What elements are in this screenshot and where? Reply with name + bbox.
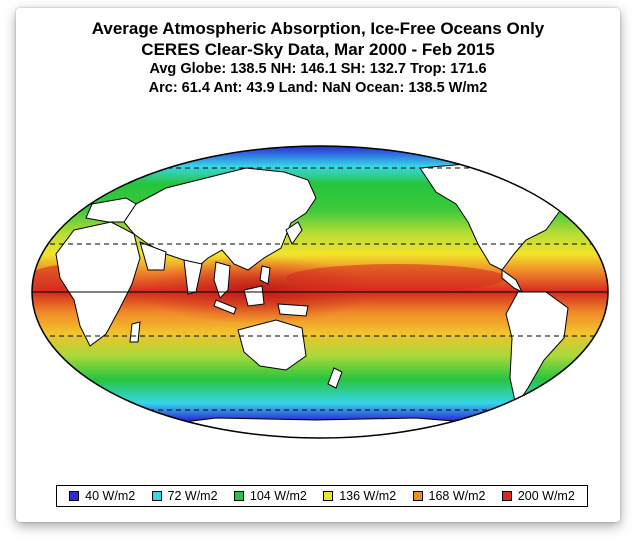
globe-outline — [31, 145, 609, 439]
stats-line-2: Arc: 61.4 Ant: 43.9 Land: NaN Ocean: 138… — [148, 80, 488, 96]
legend-label: 72 W/m2 — [167, 489, 218, 503]
legend-label: 40 W/m2 — [85, 489, 136, 503]
legend-item: 200 W/m2 — [501, 489, 575, 503]
mollweide-map — [31, 145, 609, 439]
legend-item: 104 W/m2 — [233, 489, 307, 503]
japan — [285, 221, 303, 246]
legend-label: 168 W/m2 — [428, 489, 486, 503]
legend-swatch — [501, 491, 512, 501]
ocean-field — [32, 146, 608, 438]
figure-card: Average Atmospheric Absorption, Ice-Free… — [16, 8, 620, 522]
legend-swatch — [151, 491, 162, 501]
title-line-2: CERES Clear-Sky Data, Mar 2000 - Feb 201… — [141, 40, 495, 59]
legend-label: 136 W/m2 — [339, 489, 397, 503]
legend-label: 104 W/m2 — [249, 489, 307, 503]
legend-label: 200 W/m2 — [517, 489, 575, 503]
greenland — [545, 157, 585, 195]
legend-item: 40 W/m2 — [69, 489, 135, 503]
title-line-1: Average Atmospheric Absorption, Ice-Free… — [91, 19, 545, 38]
indochina — [213, 261, 231, 299]
antarctica — [75, 417, 557, 438]
philippines — [259, 265, 271, 285]
legend-swatch — [69, 491, 80, 501]
africa — [55, 221, 141, 347]
legend-swatch — [233, 491, 244, 501]
central-america — [501, 269, 524, 294]
legend-item: 72 W/m2 — [151, 489, 218, 503]
new-zealand — [327, 367, 343, 389]
borneo — [243, 285, 265, 307]
arabia — [139, 241, 167, 271]
legend: 40 W/m2 72 W/m2 104 W/m2 136 W/m2 168 W/… — [56, 485, 588, 507]
new-guinea — [277, 303, 309, 317]
legend-item: 136 W/m2 — [323, 489, 396, 503]
legend-item: 168 W/m2 — [412, 489, 486, 503]
australia — [237, 319, 307, 371]
europe-west — [85, 197, 137, 223]
legend-swatch — [323, 491, 334, 501]
legend-swatch — [412, 491, 423, 501]
madagascar — [129, 321, 141, 343]
sumatra — [213, 299, 237, 315]
stats-line-1: Avg Globe: 138.5 NH: 146.1 SH: 132.7 Tro… — [149, 61, 487, 77]
south-america — [505, 291, 569, 408]
title-block: Average Atmospheric Absorption, Ice-Free… — [16, 18, 620, 98]
